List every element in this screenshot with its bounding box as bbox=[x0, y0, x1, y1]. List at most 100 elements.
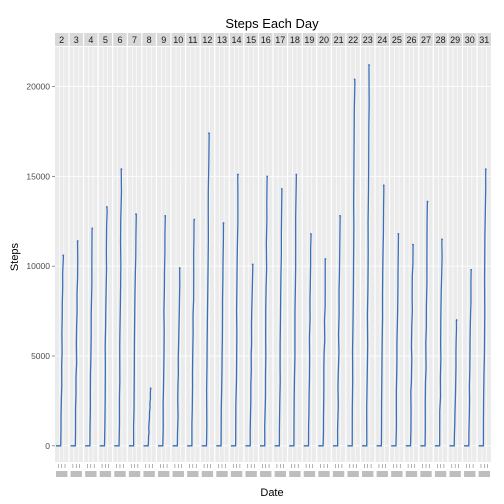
facet-panels: 2 3 4 5 6 7 8 9 10 11 12 13 14 15 16 17 18 19 20 21 22 23 24 25… bbox=[55, 33, 491, 477]
data-point bbox=[135, 213, 137, 215]
facet-strip-label: 13 bbox=[217, 35, 227, 45]
data-point bbox=[397, 232, 400, 235]
panel-background bbox=[113, 47, 127, 462]
facet-strip bbox=[390, 33, 404, 46]
panel-background bbox=[375, 47, 389, 462]
facet-panel-19: 19 bbox=[302, 33, 317, 477]
x-tick-labels-overlapping bbox=[216, 471, 228, 477]
data-point bbox=[280, 188, 283, 190]
facet-strip-label: 17 bbox=[275, 35, 285, 45]
y-tick-label: 15000 bbox=[26, 171, 50, 181]
panel-background bbox=[317, 47, 331, 462]
facet-strip bbox=[157, 33, 171, 46]
facet-strip-label: 11 bbox=[188, 35, 197, 45]
facet-strip-label: 10 bbox=[173, 35, 183, 45]
facet-strip bbox=[84, 33, 98, 46]
facet-strip-label: 8 bbox=[147, 35, 152, 45]
facet-panel-9: 9 bbox=[157, 33, 171, 477]
step-line bbox=[260, 176, 268, 447]
step-line bbox=[347, 79, 356, 447]
step-line bbox=[172, 267, 181, 447]
facet-strip bbox=[229, 33, 244, 46]
facet-strip bbox=[186, 33, 200, 46]
panel-background bbox=[463, 47, 477, 462]
x-tick-labels-overlapping bbox=[70, 471, 82, 477]
facet-strip bbox=[171, 33, 185, 46]
x-tick-labels-overlapping bbox=[362, 471, 374, 477]
data-point bbox=[484, 168, 487, 171]
data-point bbox=[310, 232, 312, 235]
step-line bbox=[303, 233, 312, 447]
data-point bbox=[368, 64, 371, 66]
panel-background bbox=[157, 47, 171, 462]
facet-strip-label: 14 bbox=[232, 35, 242, 45]
y-axis: 0 5000 10000 15000 20000 bbox=[26, 82, 55, 451]
x-tick-labels-overlapping bbox=[128, 471, 141, 477]
facet-strip bbox=[331, 33, 346, 46]
panel-background bbox=[244, 47, 258, 462]
x-tick-labels-overlapping bbox=[230, 471, 243, 477]
facet-strip-label: 21 bbox=[334, 35, 344, 45]
y-tick-label: 20000 bbox=[26, 82, 50, 92]
facet-strip bbox=[288, 33, 302, 46]
panel-background bbox=[215, 47, 229, 462]
facet-strip-label: 9 bbox=[161, 35, 166, 45]
data-point bbox=[222, 222, 225, 224]
data-point bbox=[295, 173, 298, 176]
x-tick-labels-overlapping bbox=[434, 471, 447, 477]
data-point bbox=[193, 218, 196, 221]
x-tick-labels-overlapping bbox=[260, 471, 272, 477]
step-line bbox=[420, 201, 429, 447]
data-point bbox=[470, 268, 473, 271]
facet-strip bbox=[259, 33, 273, 46]
facet-strip-label: 24 bbox=[377, 35, 387, 45]
panel-background bbox=[229, 47, 244, 462]
y-axis-title: Steps bbox=[9, 242, 21, 271]
facet-strip-label: 6 bbox=[117, 35, 122, 45]
facet-strip bbox=[346, 33, 360, 46]
facet-strip bbox=[404, 33, 419, 46]
data-point bbox=[120, 168, 123, 171]
step-line bbox=[85, 227, 93, 447]
facet-strip-label: 20 bbox=[319, 35, 329, 45]
step-line bbox=[464, 269, 472, 447]
x-tick-labels-overlapping bbox=[289, 471, 301, 477]
panel-background bbox=[448, 47, 462, 462]
step-line bbox=[216, 222, 225, 447]
facet-panel-31: 31 bbox=[477, 33, 491, 477]
data-point bbox=[455, 319, 458, 321]
data-point bbox=[164, 214, 167, 217]
x-tick-labels-overlapping bbox=[347, 471, 359, 477]
step-line bbox=[449, 319, 458, 447]
facet-panel-7: 7 bbox=[127, 33, 142, 477]
x-axis-title: Date bbox=[260, 487, 283, 499]
panel-background bbox=[390, 47, 404, 462]
panel-background bbox=[84, 47, 98, 462]
step-line bbox=[56, 254, 65, 447]
data-point bbox=[76, 240, 79, 242]
x-tick-labels-overlapping bbox=[56, 471, 68, 477]
facet-strip bbox=[419, 33, 433, 46]
facet-panel-3: 3 bbox=[69, 33, 83, 477]
step-line bbox=[289, 174, 297, 447]
facet-strip-label: 16 bbox=[261, 35, 271, 45]
facet-panel-24: 24 bbox=[375, 33, 389, 477]
facet-panel-22: 22 bbox=[346, 33, 360, 477]
step-line bbox=[405, 243, 414, 447]
y-tick-label: 0 bbox=[45, 441, 50, 451]
x-tick-labels-overlapping bbox=[376, 471, 388, 477]
facet-panel-5: 5 bbox=[98, 33, 113, 477]
step-line bbox=[274, 188, 283, 447]
facet-strip-label: 23 bbox=[363, 35, 373, 45]
facet-panel-25: 25 bbox=[390, 33, 404, 477]
facet-strip-label: 26 bbox=[406, 35, 416, 45]
step-line bbox=[478, 169, 487, 447]
chart-title: Steps Each Day bbox=[225, 16, 319, 31]
step-line bbox=[128, 213, 137, 447]
x-tick-labels-overlapping bbox=[245, 471, 257, 477]
x-tick-labels-overlapping bbox=[158, 471, 170, 477]
x-tick-labels-overlapping bbox=[187, 471, 199, 477]
panel-background bbox=[200, 47, 215, 462]
step-line bbox=[332, 215, 341, 447]
panel-background bbox=[404, 47, 419, 462]
